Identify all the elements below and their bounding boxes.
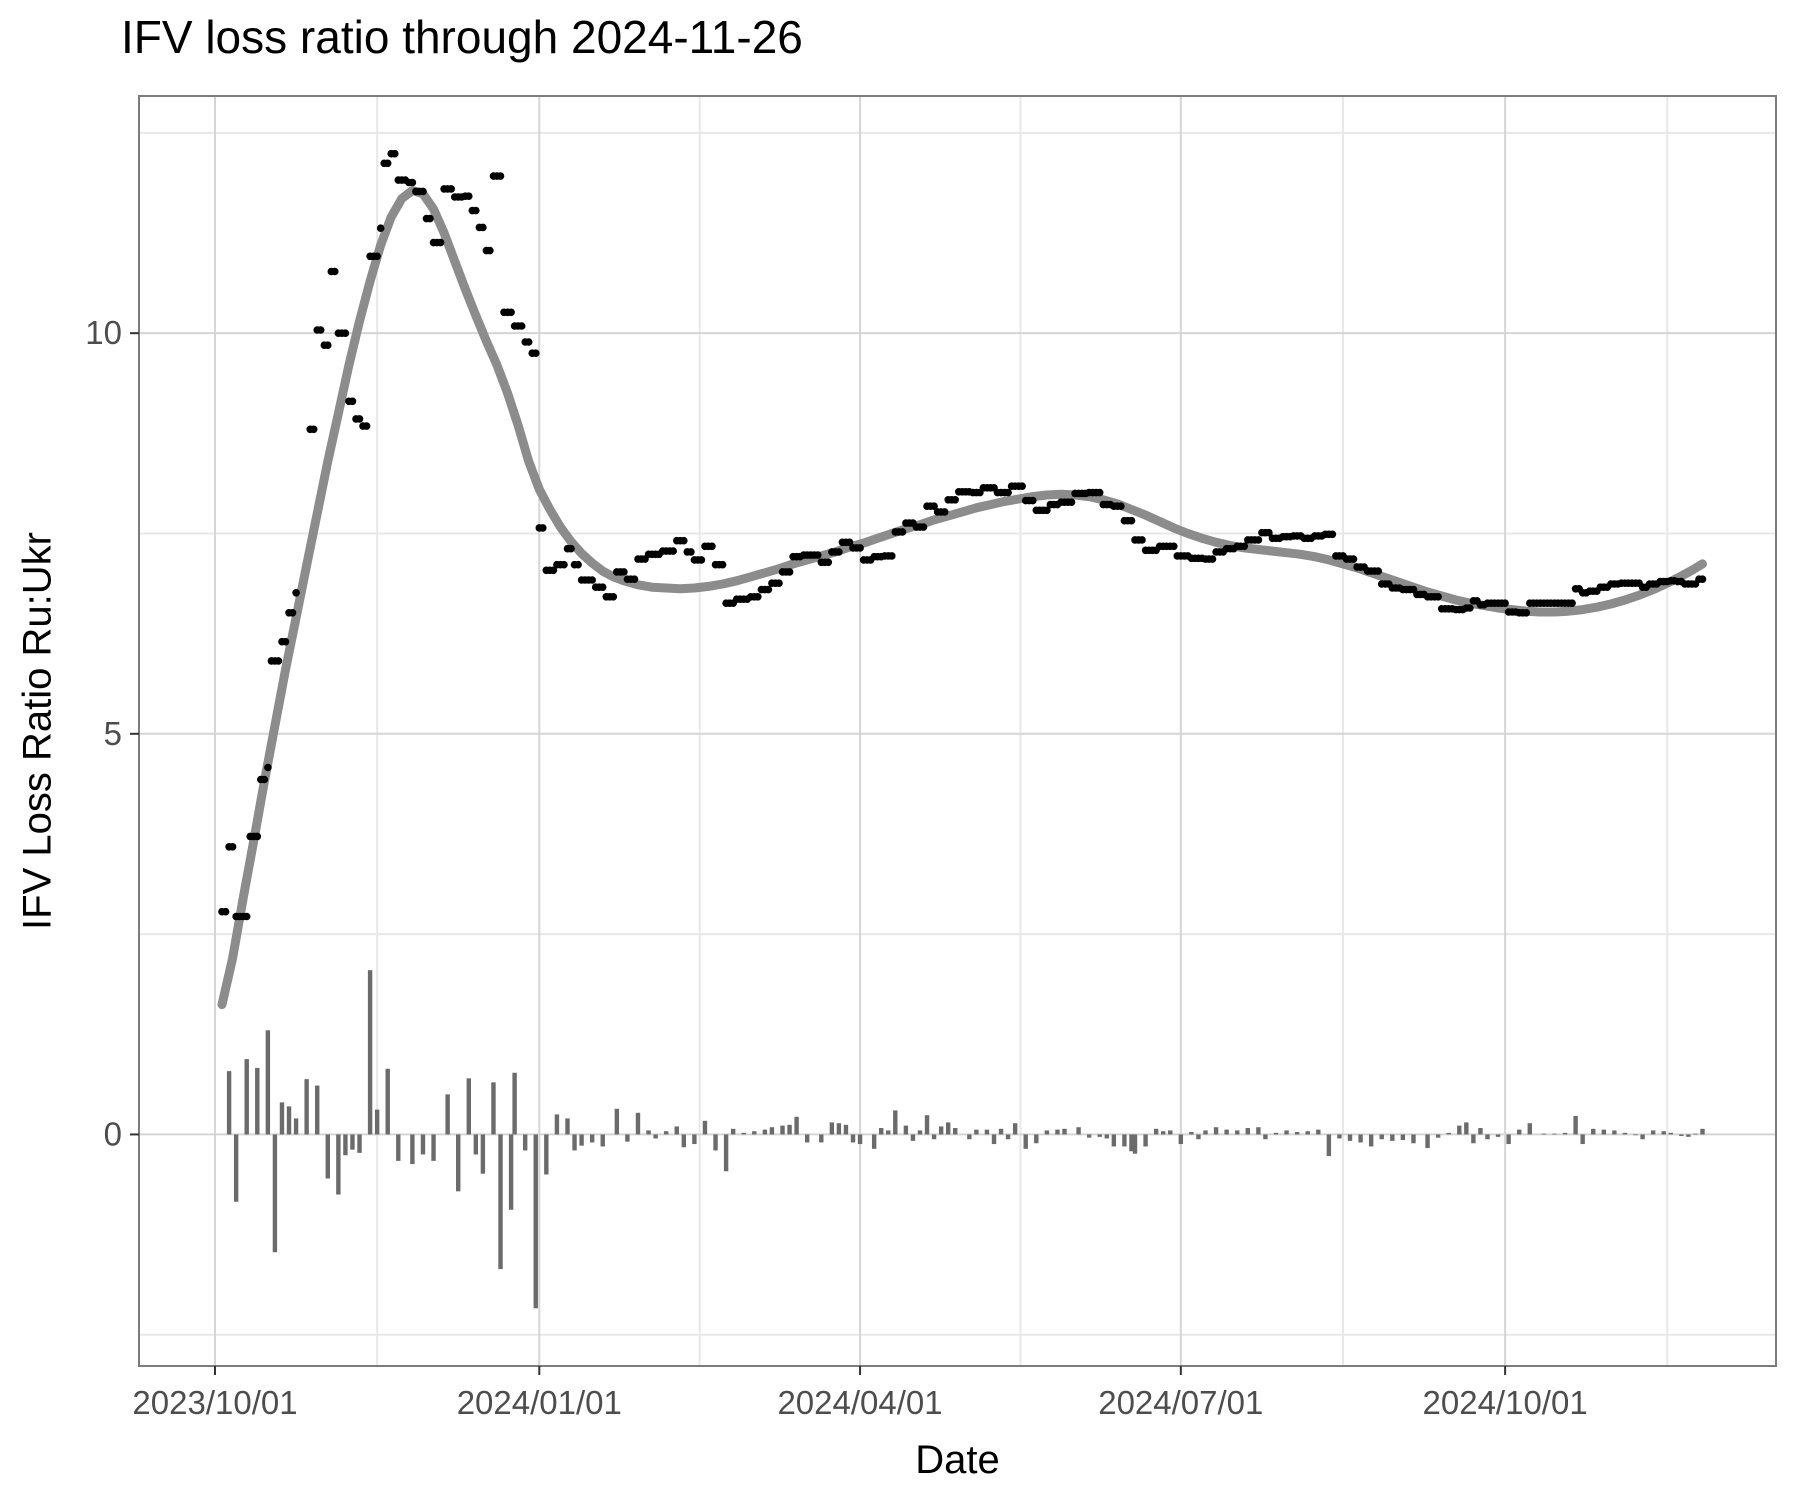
x-axis-title: Date xyxy=(915,1438,1000,1482)
panel-border xyxy=(138,95,1777,1367)
axis-tick-labels: 2023/10/01 2024/01/01 2024/04/01 2024/07/01… xyxy=(85,314,1587,1421)
axis-tick-marks xyxy=(130,332,1507,1375)
chart-title: IFV loss ratio through 2024-11-26 xyxy=(121,11,803,63)
daily-change-bars xyxy=(226,970,1705,1309)
x-tick-label: 2024/01/01 xyxy=(457,1384,622,1421)
x-tick-label: 2024/07/01 xyxy=(1098,1384,1263,1421)
scatter-points xyxy=(218,149,1707,921)
minor-gridlines xyxy=(139,96,1776,1366)
y-tick-label: 0 xyxy=(104,1115,122,1152)
panel-background xyxy=(139,96,1776,1366)
x-tick-label: 2024/10/01 xyxy=(1423,1384,1588,1421)
x-tick-label: 2024/04/01 xyxy=(777,1384,942,1421)
y-tick-label: 10 xyxy=(85,314,122,351)
major-gridlines xyxy=(139,96,1776,1366)
x-tick-label: 2023/10/01 xyxy=(132,1384,297,1421)
y-tick-label: 5 xyxy=(104,715,122,752)
